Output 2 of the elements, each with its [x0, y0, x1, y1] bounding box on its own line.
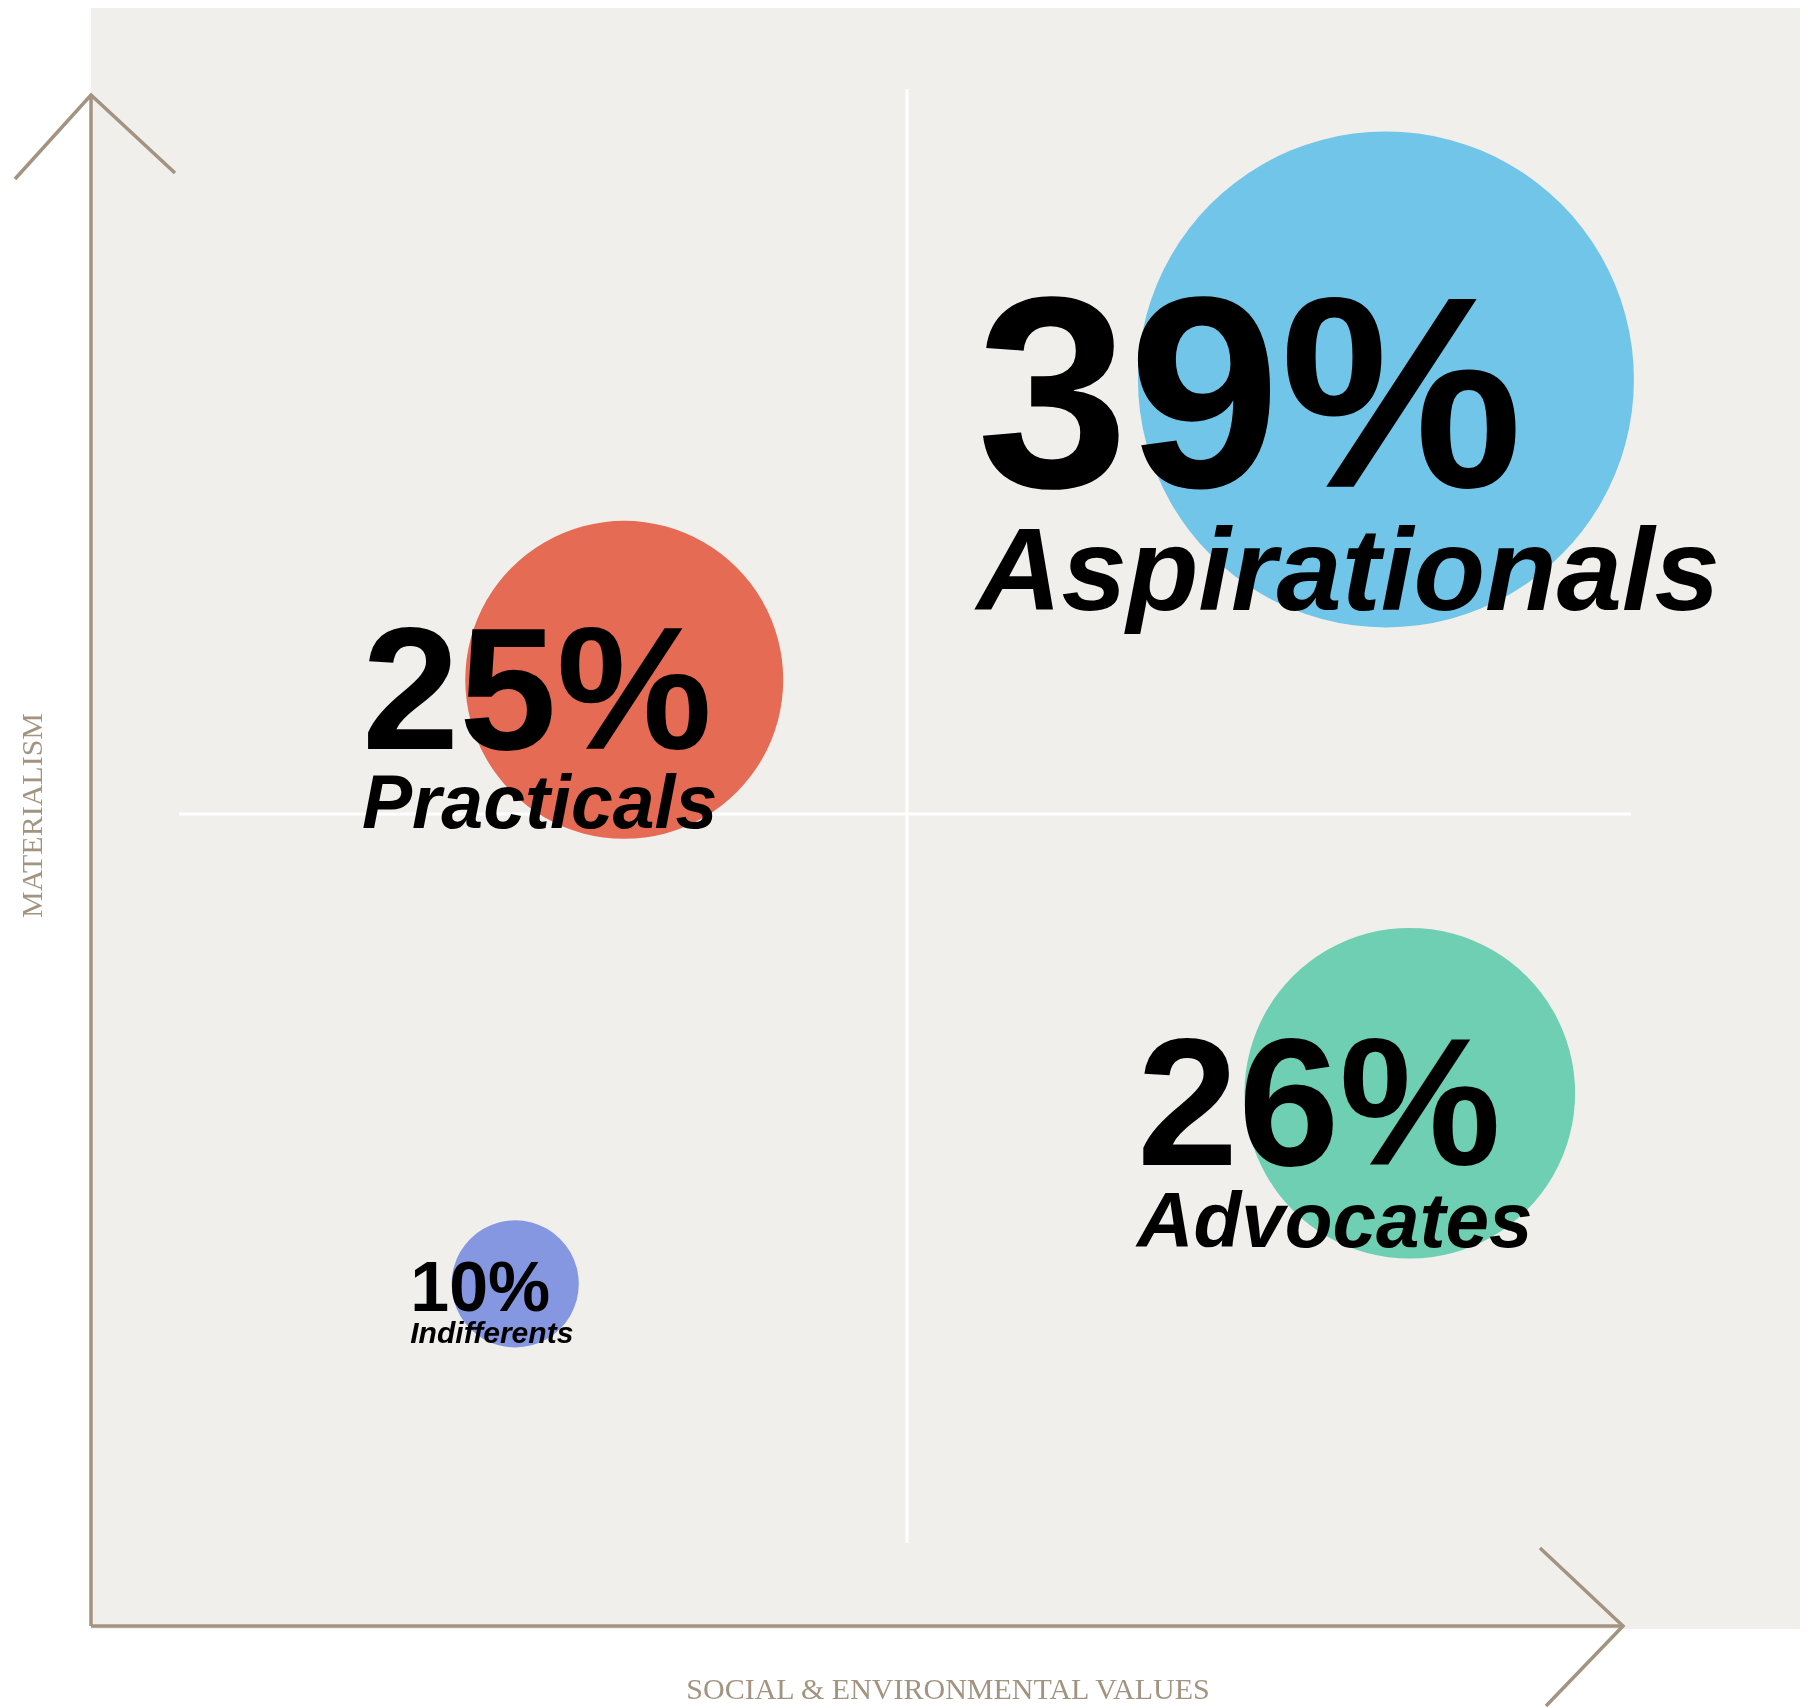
text: SOCIAL & ENVIRONMENTAL VALUES — [686, 1671, 1210, 1705]
text: MATERIALISM — [14, 712, 48, 919]
